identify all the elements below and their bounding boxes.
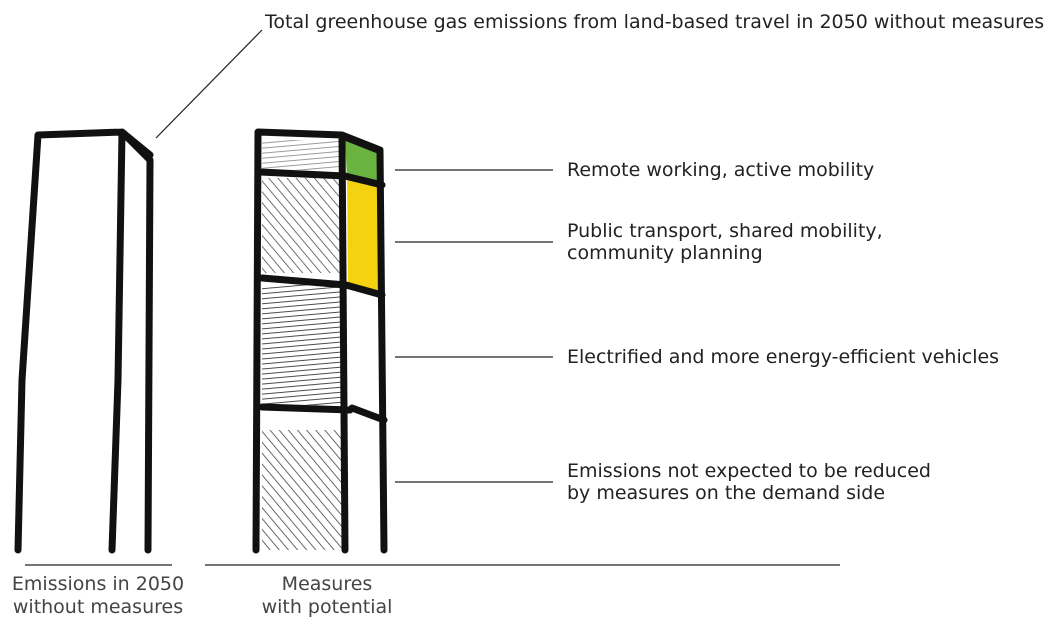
segment-label: Electrified and more energy-efficient ve… <box>567 346 999 368</box>
bar-label: with potential <box>262 596 393 618</box>
segment-label: community planning <box>567 242 763 264</box>
bar-label: Measures <box>282 573 373 595</box>
segment-label: Public transport, shared mobility, <box>567 220 883 242</box>
left-bar <box>14 128 154 554</box>
bar-label: without measures <box>13 596 183 618</box>
annotation-leader <box>155 29 263 139</box>
segment-label: by measures on the demand side <box>567 482 885 504</box>
bar-label: Emissions in 2050 <box>12 573 184 595</box>
segment-label: Emissions not expected to be reduced <box>567 460 931 482</box>
right-bar <box>252 128 388 554</box>
annotation: Total greenhouse gas emissions from land… <box>264 11 1044 33</box>
segment-label: Remote working, active mobility <box>567 159 874 181</box>
